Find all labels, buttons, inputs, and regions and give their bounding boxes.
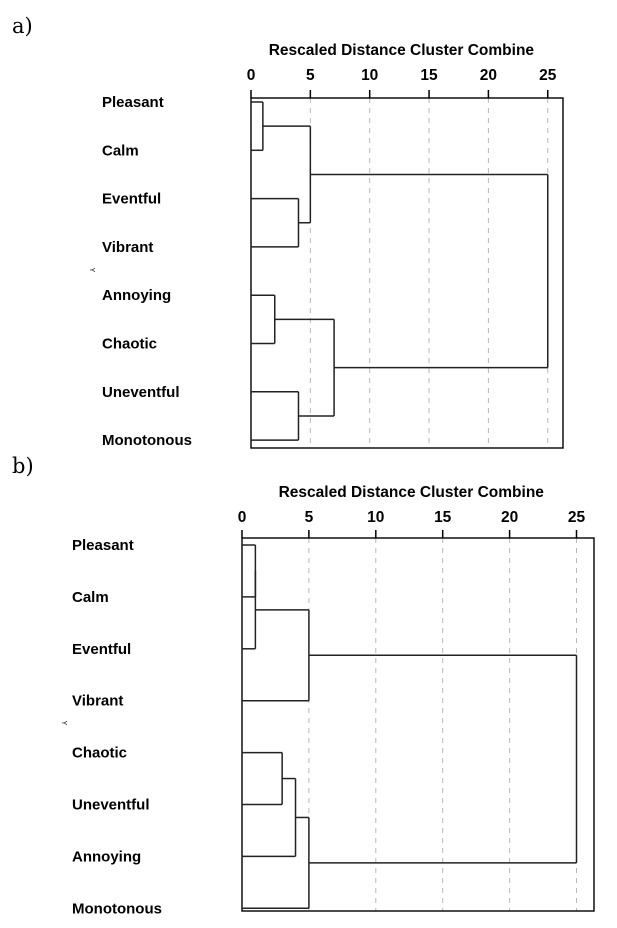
- dendrogram-link: [274, 318, 335, 417]
- leaf-label: Annoying: [72, 848, 141, 865]
- leaf-label: Eventful: [72, 641, 131, 658]
- leaf-label: Monotonous: [102, 432, 192, 449]
- dendrogram-link: [242, 570, 257, 650]
- leaf-label: Vibrant: [102, 239, 153, 256]
- tick-label: 25: [539, 67, 557, 84]
- leaf-label: Eventful: [102, 191, 161, 208]
- tick-label: 25: [568, 509, 586, 526]
- tick-label: 0: [238, 509, 247, 526]
- dendrogram-link: [251, 197, 300, 248]
- leaf-label: Monotonous: [72, 900, 162, 917]
- dendrogram-link: [242, 609, 310, 702]
- tick-label: 0: [247, 67, 256, 84]
- dendrogram-link: [251, 294, 276, 345]
- tick-label: 20: [480, 67, 497, 84]
- chart-title: Rescaled Distance Cluster Combine: [279, 484, 545, 501]
- leaf-label: Calm: [72, 589, 109, 606]
- dendrogram-link: [251, 391, 300, 441]
- dendrogram-link: [310, 173, 549, 369]
- tick-label: 10: [361, 67, 378, 84]
- chart-title: Rescaled Distance Cluster Combine: [269, 42, 535, 59]
- leaf-label: Uneventful: [72, 797, 150, 814]
- axis-marker: Y: [88, 268, 95, 273]
- dendrogram-link: [242, 544, 257, 598]
- tick-label: 15: [434, 509, 452, 526]
- dendrogram-panel-b: b) Rescaled Distance Cluster Combine Y 0 5 10…: [12, 454, 595, 917]
- tick-label: 5: [306, 67, 315, 84]
- leaf-label: Uneventful: [102, 384, 180, 401]
- tick-label: 10: [367, 509, 384, 526]
- leaf-label: Pleasant: [72, 537, 134, 554]
- plot-frame: [250, 97, 564, 449]
- leaf-label: Chaotic: [102, 336, 157, 353]
- leaf-label: Chaotic: [72, 745, 127, 762]
- leaf-label: Annoying: [102, 287, 171, 304]
- dendrogram-link: [262, 125, 312, 224]
- plot-frame: [241, 537, 595, 912]
- panel-label: a): [12, 14, 33, 38]
- dendrogram-link: [242, 751, 283, 806]
- dendrogram-link: [251, 101, 264, 152]
- axis-marker: Y: [60, 721, 67, 726]
- dendrogram-link: [242, 777, 297, 858]
- leaf-label: Vibrant: [72, 693, 123, 710]
- tick-label: 15: [420, 67, 438, 84]
- panel-label: b): [12, 454, 34, 478]
- tick-label: 20: [501, 509, 518, 526]
- leaf-label: Pleasant: [102, 94, 164, 111]
- tick-label: 5: [305, 509, 314, 526]
- dendrogram-panel-a: a) Rescaled Distance Cluster Combine Y 0 5 10…: [12, 14, 564, 449]
- dendrogram-link: [242, 816, 310, 910]
- leaf-label: Calm: [102, 142, 139, 159]
- dendrogram-link: [308, 654, 578, 864]
